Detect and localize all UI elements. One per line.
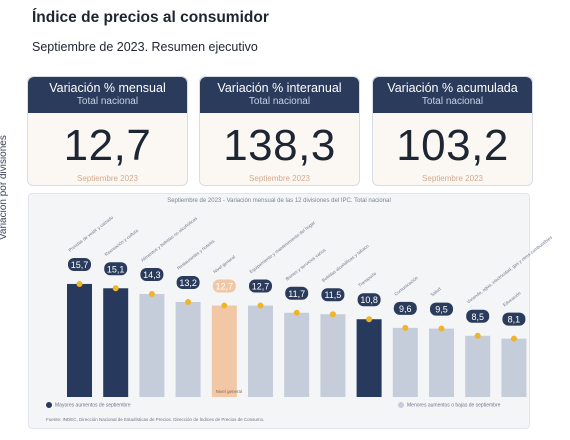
category-label: Recreación y cultura [104, 228, 140, 257]
card-interannual: Variación % interanual Total nacional 13… [199, 76, 360, 186]
legend-left-label: Mayores aumentos de septiembre [55, 402, 131, 409]
value-label-pill [430, 302, 453, 316]
legend-left: Mayores aumentos de septiembre [46, 402, 131, 408]
bar [139, 294, 165, 397]
bar [465, 335, 491, 397]
category-label: Bienes y servicios varios [285, 247, 327, 282]
value-label-pill [249, 279, 272, 293]
card-header: Variación % mensual Total nacional [28, 77, 187, 113]
value-label-pill [502, 312, 526, 326]
bar [248, 305, 273, 397]
bar-dot [148, 291, 155, 298]
bar-dot [329, 311, 336, 318]
value-label: 8,1 [508, 315, 521, 325]
card-title: Variación % acumulada [387, 81, 518, 95]
card-value: 103,2 [396, 121, 509, 170]
value-label: 15,1 [107, 264, 125, 274]
value-label: 9,5 [435, 305, 448, 315]
value-label-pill [357, 293, 381, 307]
category-label: Educación [502, 290, 522, 307]
bar-dot [402, 324, 409, 331]
bar-dot [438, 325, 445, 332]
category-label: Nivel general [212, 254, 236, 274]
value-label: 8,5 [471, 312, 484, 322]
bar-dot [510, 335, 517, 342]
bar [284, 312, 310, 397]
card-accumulated: Variación % acumulada Total nacional 103… [372, 76, 533, 186]
card-header: Variación % acumulada Total nacional [373, 77, 532, 113]
chart-title: Septiembre de 2023 - Variación mensual d… [167, 198, 391, 204]
card-footer: Septiembre 2023 [422, 174, 483, 183]
bar-dot [257, 302, 264, 309]
category-label: Comunicación [393, 275, 419, 297]
value-label: 11,5 [324, 290, 341, 300]
bar [103, 288, 129, 397]
bar [356, 319, 382, 397]
bar-dot [366, 316, 373, 323]
value-label: 15,7 [71, 260, 89, 270]
bar-dot [76, 280, 83, 287]
bar [211, 305, 237, 397]
bar [392, 327, 418, 397]
bar [501, 338, 527, 397]
value-label-pill [321, 288, 345, 302]
category-label: Bebidas alcohólicas y tabaco [321, 243, 370, 283]
bar-dot [221, 302, 228, 309]
bar [429, 328, 454, 397]
card-subtitle: Total nacional [421, 96, 484, 107]
value-label-pill [285, 286, 309, 300]
bar [175, 301, 201, 397]
card-subtitle: Total nacional [76, 96, 139, 107]
legend-dot-icon [46, 402, 52, 408]
bar-dot [185, 298, 192, 305]
value-label: 13,2 [179, 278, 197, 288]
category-label: Salud [430, 286, 443, 297]
category-label: Transporte [357, 270, 377, 288]
value-label-pill [393, 301, 417, 315]
card-footer: Septiembre 2023 [77, 174, 138, 183]
value-label-pill [212, 279, 236, 293]
value-label: 12,7 [216, 282, 234, 292]
bar-dot [293, 309, 300, 316]
category-label: Restaurantes y hoteles [176, 238, 216, 271]
chart-source: Fuente: INDEC, Dirección Nacional de Est… [46, 417, 265, 422]
value-label: 12,7 [252, 282, 270, 292]
value-label: 10,8 [360, 295, 378, 305]
category-label: Prendas de vestir y calzado [68, 214, 115, 252]
card-value: 138,3 [223, 121, 336, 170]
legend-right: Menores aumentos o bajas de septiembre [398, 402, 500, 408]
bar-dot [474, 332, 481, 339]
bar-dot [112, 285, 119, 292]
general-bar-text: Nivel general [216, 389, 242, 394]
value-label: 11,7 [288, 289, 305, 299]
page-title: Índice de precios al consumidor [32, 9, 269, 26]
legend-right-label: Menores aumentos o bajas de septiembre [407, 402, 501, 409]
value-label: 9,6 [399, 304, 412, 314]
card-title: Variación % interanual [217, 81, 342, 95]
legend-dot-icon [398, 402, 404, 408]
card-subtitle: Total nacional [248, 96, 311, 107]
card-value: 12,7 [63, 121, 152, 170]
value-label-pill [466, 309, 490, 323]
category-label: Vivienda, agua, electricidad, gas y otro… [466, 234, 554, 304]
value-label-pill [140, 268, 164, 282]
value-label-pill [68, 257, 91, 271]
value-label: 14,3 [143, 270, 161, 280]
page-subtitle: Septiembre de 2023. Resumen ejecutivo [32, 40, 258, 54]
card-monthly: Variación % mensual Total nacional 12,7 … [27, 76, 188, 186]
value-label-pill [176, 275, 200, 289]
bar [320, 314, 346, 397]
card-title: Variación % mensual [49, 81, 166, 95]
bar [67, 283, 92, 397]
card-header: Variación % interanual Total nacional [200, 77, 359, 113]
card-footer: Septiembre 2023 [249, 174, 310, 183]
value-label-pill [104, 262, 128, 276]
